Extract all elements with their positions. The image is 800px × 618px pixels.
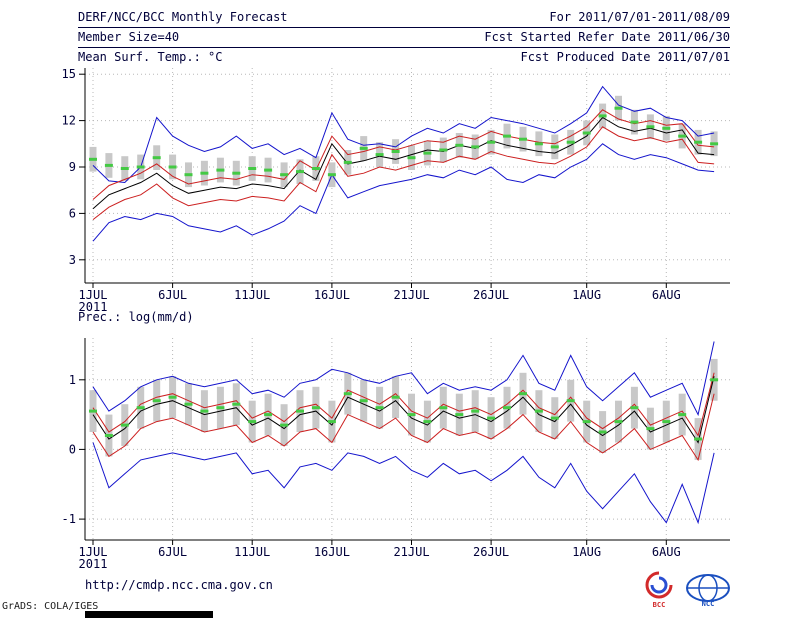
- temp-ensemble-mean-marks: [89, 106, 719, 177]
- prec-axes: 1JUL 6JUL 11JUL 16JUL 21JUL 26JUL 1AUG 6AUG 2011…: [62, 338, 730, 571]
- svg-text:2011: 2011: [79, 557, 108, 571]
- source-url: http://cmdp.ncc.cma.gov.cn: [85, 578, 273, 592]
- svg-text:1AUG: 1AUG: [572, 288, 601, 302]
- svg-text:3: 3: [69, 253, 76, 267]
- prec-line-ensemble-min: [92, 442, 715, 525]
- bcc-logo: BCC: [645, 571, 673, 609]
- svg-text:16JUL: 16JUL: [314, 545, 350, 559]
- temp-line-upper-quartile: [92, 109, 715, 200]
- prec-line-lower-quartile: [92, 393, 715, 462]
- fcst-produced-date: Fcst Produced Date 2011/07/01: [520, 50, 730, 64]
- forecast-valid-range: For 2011/07/01-2011/08/09: [549, 10, 730, 24]
- header-divider-1: [78, 27, 730, 28]
- ncc-logo: NCC: [686, 574, 730, 608]
- bcc-logo-blue-swirl: [650, 576, 668, 594]
- svg-text:6AUG: 6AUG: [652, 288, 681, 302]
- svg-text:26JUL: 26JUL: [473, 545, 509, 559]
- fcst-started-date: Fcst Started Refer Date 2011/06/30: [484, 30, 730, 44]
- grads-credit: GrADS: COLA/IGES: [2, 601, 99, 612]
- bottom-black-bar: [85, 611, 213, 618]
- prec-line-ensemble-max: [92, 341, 715, 417]
- header-divider-2: [78, 47, 730, 48]
- panel1-variable-label: Mean Surf. Temp.: °C: [78, 50, 223, 64]
- svg-text:0: 0: [69, 442, 76, 456]
- svg-text:6: 6: [69, 206, 76, 220]
- prec-gridlines: [85, 338, 730, 540]
- svg-text:6JUL: 6JUL: [158, 545, 187, 559]
- svg-text:9: 9: [69, 160, 76, 174]
- prec-line-upper-quartile: [92, 372, 715, 437]
- svg-text:26JUL: 26JUL: [473, 288, 509, 302]
- temp-line-ensemble-max: [92, 85, 715, 184]
- panel2-variable-label: Prec.: log(mm/d): [78, 310, 194, 324]
- svg-text:11JUL: 11JUL: [234, 288, 270, 302]
- temp-line-median: [92, 116, 715, 210]
- member-size-label: Member Size=40: [78, 30, 180, 44]
- svg-text:1JUL: 1JUL: [79, 545, 108, 559]
- svg-text:1AUG: 1AUG: [572, 545, 601, 559]
- report-title: DERF/NCC/BCC Monthly Forecast: [78, 10, 288, 24]
- temp-line-lower-quartile: [92, 126, 715, 220]
- prec-line-median: [92, 376, 715, 444]
- svg-text:2011: 2011: [79, 300, 108, 314]
- temp-line-ensemble-min: [92, 143, 715, 242]
- bcc-logo-text: BCC: [653, 601, 666, 609]
- svg-text:6AUG: 6AUG: [652, 545, 681, 559]
- svg-text:6JUL: 6JUL: [158, 288, 187, 302]
- svg-text:1JUL: 1JUL: [79, 288, 108, 302]
- svg-text:21JUL: 21JUL: [393, 288, 429, 302]
- svg-text:21JUL: 21JUL: [393, 545, 429, 559]
- prec-ensemble-mean-marks: [89, 378, 719, 441]
- temp-gridlines: [85, 68, 730, 283]
- temp-axes: 1JUL 6JUL 11JUL 16JUL 21JUL 26JUL 1AUG 6AUG 2011…: [62, 67, 730, 314]
- svg-text:12: 12: [62, 114, 76, 128]
- ncc-logo-text: NCC: [702, 600, 715, 608]
- bcc-logo-red-swirl: [645, 571, 673, 599]
- svg-text:16JUL: 16JUL: [314, 288, 350, 302]
- svg-text:-1: -1: [62, 512, 76, 526]
- svg-text:11JUL: 11JUL: [234, 545, 270, 559]
- svg-text:15: 15: [62, 67, 76, 81]
- svg-text:1: 1: [69, 373, 76, 387]
